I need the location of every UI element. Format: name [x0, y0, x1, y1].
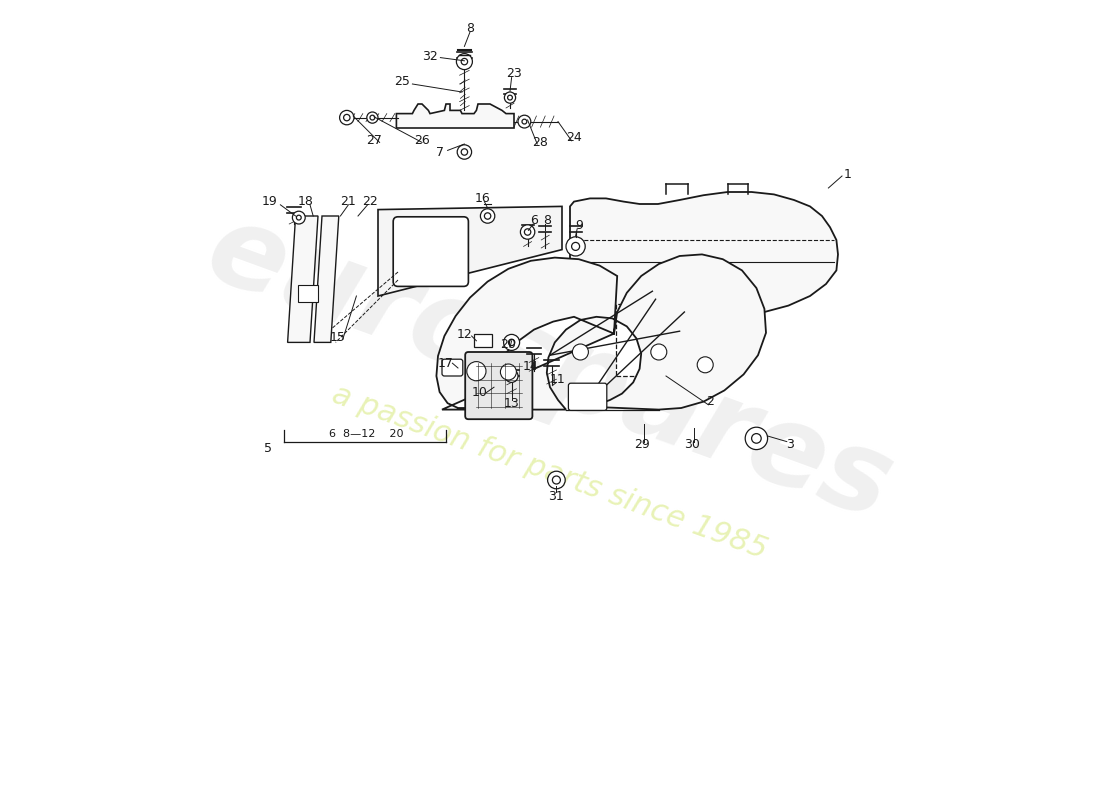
Circle shape	[508, 339, 515, 346]
Circle shape	[522, 119, 527, 124]
Text: 10: 10	[472, 386, 487, 399]
Circle shape	[461, 149, 468, 155]
Text: 8: 8	[542, 214, 551, 227]
FancyBboxPatch shape	[442, 359, 463, 376]
Circle shape	[343, 114, 350, 121]
Circle shape	[572, 242, 580, 250]
Text: 25: 25	[394, 75, 410, 88]
Polygon shape	[616, 304, 666, 376]
Circle shape	[504, 334, 519, 350]
Circle shape	[296, 215, 301, 220]
Circle shape	[340, 110, 354, 125]
Circle shape	[366, 112, 378, 123]
Circle shape	[697, 357, 713, 373]
Polygon shape	[396, 104, 514, 128]
Polygon shape	[437, 254, 766, 410]
Text: 24: 24	[566, 131, 582, 144]
Circle shape	[293, 211, 305, 224]
Circle shape	[484, 213, 491, 219]
Text: 32: 32	[422, 50, 438, 62]
Text: 5: 5	[264, 442, 273, 454]
Text: 26: 26	[414, 134, 430, 146]
Text: 9: 9	[575, 219, 583, 232]
FancyBboxPatch shape	[569, 383, 607, 410]
Circle shape	[548, 471, 565, 489]
Text: 12: 12	[456, 328, 472, 341]
Circle shape	[458, 145, 472, 159]
Circle shape	[370, 115, 375, 120]
Text: 8: 8	[466, 22, 474, 34]
Circle shape	[745, 427, 768, 450]
Circle shape	[456, 54, 472, 70]
Text: 21: 21	[341, 195, 356, 208]
Text: 15: 15	[329, 331, 345, 344]
Text: 27: 27	[366, 134, 382, 146]
FancyBboxPatch shape	[298, 285, 318, 302]
Polygon shape	[314, 216, 339, 342]
Text: 13: 13	[504, 397, 519, 410]
Circle shape	[552, 476, 560, 484]
Text: 31: 31	[549, 490, 564, 502]
Text: 16: 16	[475, 192, 491, 205]
FancyBboxPatch shape	[474, 334, 492, 347]
Text: 19: 19	[262, 195, 278, 208]
Text: 7: 7	[436, 146, 443, 158]
Circle shape	[525, 229, 531, 235]
Polygon shape	[287, 216, 318, 342]
Circle shape	[520, 225, 535, 239]
Text: 11: 11	[550, 373, 565, 386]
Circle shape	[461, 58, 468, 65]
Circle shape	[572, 344, 588, 360]
Text: 20: 20	[499, 338, 516, 350]
Circle shape	[566, 237, 585, 256]
Text: 6  8—12    20: 6 8—12 20	[329, 429, 404, 438]
Text: 6: 6	[530, 214, 538, 227]
Text: 30: 30	[684, 438, 701, 451]
Text: 28: 28	[532, 136, 548, 149]
Text: 14: 14	[522, 360, 539, 373]
Circle shape	[500, 364, 516, 380]
Text: a passion for parts since 1985: a passion for parts since 1985	[329, 379, 771, 565]
Text: 17: 17	[438, 357, 454, 370]
Circle shape	[481, 209, 495, 223]
Circle shape	[509, 374, 514, 378]
Text: 23: 23	[506, 67, 521, 80]
Polygon shape	[570, 192, 838, 315]
Text: 29: 29	[634, 438, 650, 451]
Circle shape	[518, 115, 531, 128]
Text: 22: 22	[362, 195, 378, 208]
Circle shape	[466, 362, 486, 381]
Text: eurospares: eurospares	[192, 193, 907, 543]
FancyBboxPatch shape	[465, 352, 532, 419]
Circle shape	[651, 344, 667, 360]
Circle shape	[505, 370, 518, 382]
Polygon shape	[378, 206, 562, 296]
FancyBboxPatch shape	[393, 217, 469, 286]
Text: 1: 1	[844, 168, 851, 181]
Text: 3: 3	[786, 438, 794, 450]
Text: 2: 2	[706, 395, 714, 408]
Circle shape	[507, 95, 513, 100]
Circle shape	[751, 434, 761, 443]
Circle shape	[505, 92, 516, 103]
Text: 18: 18	[297, 195, 313, 208]
